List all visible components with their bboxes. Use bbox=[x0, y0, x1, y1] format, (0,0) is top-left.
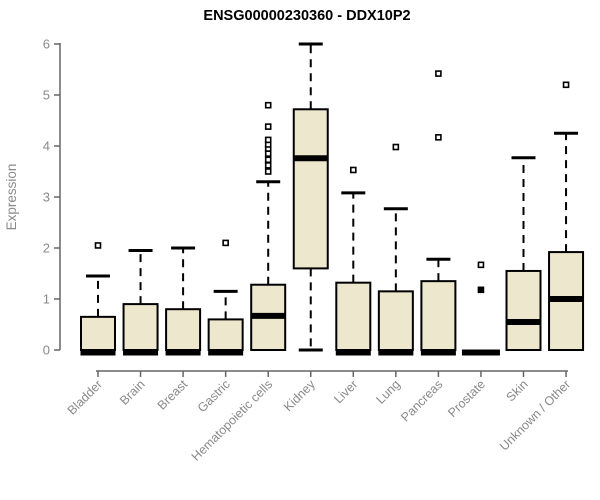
x-tick-label-pancreas: Pancreas bbox=[398, 377, 445, 424]
outlier-point bbox=[264, 123, 272, 130]
x-tick-label-liver: Liver bbox=[331, 377, 360, 406]
box-rect bbox=[420, 280, 457, 351]
boxplot-gastric bbox=[207, 239, 244, 356]
outlier-point bbox=[264, 162, 272, 169]
x-tick-label-brain: Brain bbox=[117, 377, 148, 408]
outlier-point bbox=[264, 150, 272, 157]
x-tick-label-kidney: Kidney bbox=[281, 377, 318, 414]
box-rect bbox=[122, 303, 159, 352]
y-tick-label: 5 bbox=[43, 88, 50, 103]
y-tick-label: 3 bbox=[43, 190, 50, 205]
outlier-point bbox=[392, 143, 400, 151]
y-tick-label: 1 bbox=[43, 292, 50, 307]
outlier-point bbox=[562, 81, 570, 89]
boxplot-unknown-other bbox=[548, 81, 585, 351]
boxplot-pancreas bbox=[420, 70, 457, 356]
box-rect bbox=[165, 308, 202, 352]
chart-title: ENSG00000230360 - DDX10P2 bbox=[203, 8, 410, 24]
boxplot-brain bbox=[122, 249, 159, 356]
box-rect bbox=[335, 281, 372, 351]
x-tick-label-prostate: Prostate bbox=[445, 377, 488, 420]
boxplot-bladder bbox=[80, 242, 116, 356]
boxplot-breast bbox=[165, 246, 202, 356]
outlier-point bbox=[264, 101, 272, 109]
outlier-point bbox=[264, 156, 272, 164]
y-tick-label: 6 bbox=[43, 37, 50, 52]
y-tick-label: 2 bbox=[43, 241, 50, 256]
outlier-point bbox=[435, 70, 442, 77]
outlier-point-filled bbox=[477, 286, 485, 294]
box-rect bbox=[292, 108, 329, 270]
x-tick-label-breast: Breast bbox=[155, 377, 191, 413]
outlier-point bbox=[477, 261, 485, 269]
boxplot-hematopoietic-cells bbox=[250, 101, 287, 351]
boxplot-lung bbox=[377, 143, 414, 356]
outlier-point bbox=[435, 134, 442, 141]
outlier-point bbox=[264, 168, 272, 175]
box-rect bbox=[377, 290, 414, 352]
box-rect bbox=[505, 269, 542, 352]
outlier-point bbox=[349, 166, 357, 174]
y-tick-label: 0 bbox=[43, 343, 50, 358]
box-rect bbox=[80, 315, 116, 352]
boxplot-prostate bbox=[461, 261, 500, 356]
box-rect bbox=[207, 318, 244, 351]
x-tick-label-gastric: Gastric bbox=[195, 377, 233, 415]
boxplot-skin bbox=[505, 156, 542, 352]
x-tick-label-bladder: Bladder bbox=[65, 377, 105, 417]
y-tick-label: 4 bbox=[43, 139, 50, 154]
boxplot-kidney bbox=[292, 42, 329, 352]
x-tick-label-lung: Lung bbox=[373, 377, 403, 407]
y-axis: 0 1 2 3 4 5 6 bbox=[43, 37, 61, 358]
x-tick-label-hematopoietic-cells: Hematopoietic cells bbox=[189, 377, 276, 464]
boxplot-liver bbox=[335, 166, 372, 356]
x-tick-label-skin: Skin bbox=[504, 377, 531, 404]
outlier-point bbox=[94, 242, 102, 249]
outlier-point bbox=[264, 136, 272, 144]
outlier-point bbox=[222, 239, 229, 247]
y-axis-label: Expression bbox=[4, 164, 19, 231]
